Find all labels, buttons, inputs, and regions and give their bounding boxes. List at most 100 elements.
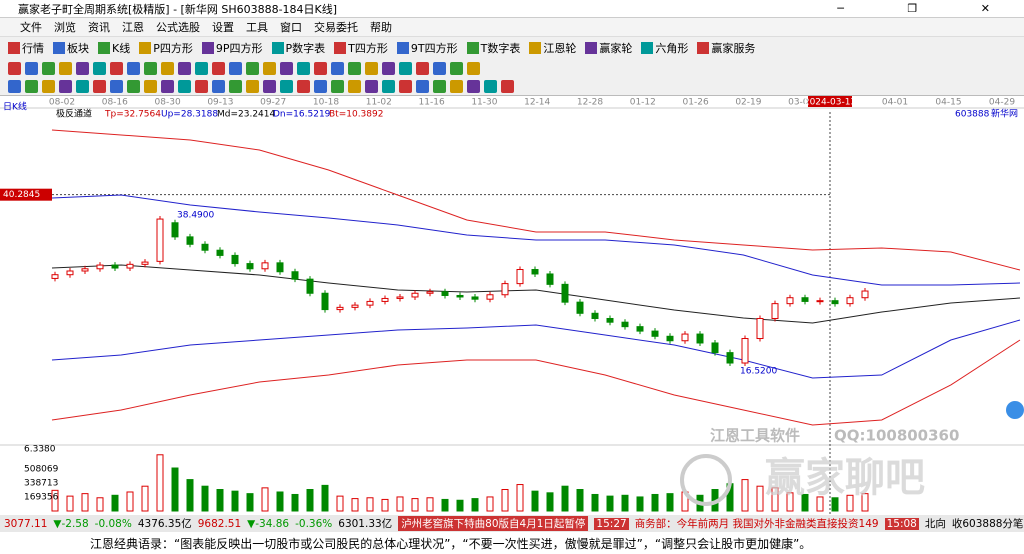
tool-icon[interactable] [25,61,38,75]
menu-item[interactable]: 公式选股 [156,21,200,34]
tool-icon[interactable] [280,61,293,75]
tool-icon[interactable] [25,80,38,93]
toolbar-button[interactable]: T四方形 [334,40,388,56]
tool-icon[interactable] [229,80,242,93]
tool-icon[interactable] [348,80,361,93]
tool-icon[interactable] [195,61,208,75]
tool-icon[interactable] [331,61,344,75]
tool-icon[interactable] [280,80,293,93]
tool-icon[interactable] [8,61,21,75]
menu-item[interactable]: 窗口 [280,21,302,34]
toolbar-button[interactable]: 江恩轮 [529,40,576,56]
tool-icon[interactable] [42,80,55,93]
candle-body [546,273,554,285]
toolbar-button[interactable]: 行情 [8,40,44,56]
toolbar-icon [53,41,65,54]
tool-icon[interactable] [246,61,259,75]
tool-icon[interactable] [42,61,55,75]
toolbar-button[interactable]: 赢家服务 [697,40,755,56]
tool-icon[interactable] [365,80,378,93]
menu-item[interactable]: 文件 [20,21,42,34]
tool-icon[interactable] [365,61,378,75]
tool-icon[interactable] [314,61,327,75]
tool-icon[interactable] [212,80,225,93]
tool-icon[interactable] [76,61,89,75]
candle-body [246,263,254,270]
tool-icon[interactable] [59,80,72,93]
tool-icon[interactable] [195,80,208,93]
tool-icon[interactable] [399,80,412,93]
tool-icon[interactable] [467,61,480,75]
tool-icon[interactable] [297,80,310,93]
tool-icon[interactable] [229,61,242,75]
toolbar-button[interactable]: 9T四方形 [396,40,458,56]
tool-icon[interactable] [246,80,259,93]
tool-icon[interactable] [433,61,446,75]
toolbar-button[interactable]: 9P四方形 [201,40,263,56]
tool-icon[interactable] [450,61,463,75]
tool-icon[interactable] [144,80,157,93]
tool-icon[interactable] [161,61,174,75]
candle-body [561,283,569,303]
tool-icon[interactable] [76,80,89,93]
volume-tick: 338713 [24,479,58,489]
watermark: QQ:100800360 [834,427,959,445]
tool-icon[interactable] [348,61,361,75]
tool-icon[interactable] [331,80,344,93]
menu-item[interactable]: 资讯 [88,21,110,34]
tool-icon[interactable] [399,61,412,75]
tool-icon[interactable] [127,80,140,93]
status-item: 北向 [924,518,946,530]
tool-icon[interactable] [263,61,276,75]
menu-item[interactable]: 设置 [212,21,234,34]
tool-icon[interactable] [93,61,106,75]
tool-icon[interactable] [161,80,174,93]
tool-icon[interactable] [212,61,225,75]
menu-item[interactable]: 浏览 [54,21,76,34]
menu-item[interactable]: 工具 [246,21,268,34]
candle-body [306,278,314,294]
volume-bar [501,489,509,512]
toolbar-button[interactable]: T数字表 [466,40,520,56]
tool-icon[interactable] [297,61,310,75]
tool-icon[interactable] [110,80,123,93]
tool-icon[interactable] [8,80,21,93]
tool-icon[interactable] [314,80,327,93]
tool-icon[interactable] [178,80,191,93]
volume-bar [321,484,329,512]
tool-icon[interactable] [127,61,140,75]
tool-icon[interactable] [416,80,429,93]
toolbar-button[interactable]: 板块 [53,40,89,56]
toolbar-button[interactable]: K线 [98,40,130,56]
menu-item[interactable]: 帮助 [370,21,392,34]
scroll-button [1006,401,1024,419]
window-controls[interactable]: ─ ❐ ✕ [837,2,1020,15]
tool-icon[interactable] [178,61,191,75]
menu-item[interactable]: 交易委托 [314,21,358,34]
toolbar-button[interactable]: 赢家轮 [585,40,632,56]
tool-icon[interactable] [433,80,446,93]
toolbar-button[interactable]: P四方形 [139,40,193,56]
tool-icon[interactable] [450,80,463,93]
channel-line [51,339,1021,426]
price-tag-bg [0,188,52,201]
tool-icon[interactable] [144,61,157,75]
tool-icon[interactable] [263,80,276,93]
volume-tick: 508069 [24,465,59,475]
tool-icon[interactable] [484,80,497,93]
menu-item[interactable]: 江恩 [122,21,144,34]
tool-icon[interactable] [416,61,429,75]
tool-icon[interactable] [93,80,106,93]
toolbar-button[interactable]: P数字表 [271,40,325,56]
tool-icon[interactable] [467,80,480,93]
tool-icon[interactable] [382,80,395,93]
candle-body [846,297,854,305]
toolbar-icon [529,41,542,54]
toolbar-button[interactable]: 六角形 [641,40,688,56]
candle-body [606,317,614,323]
tool-icon[interactable] [59,61,72,75]
tool-icon[interactable] [501,80,514,93]
tool-icon[interactable] [382,61,395,75]
toolbar-icon [396,41,409,54]
tool-icon[interactable] [110,61,123,75]
